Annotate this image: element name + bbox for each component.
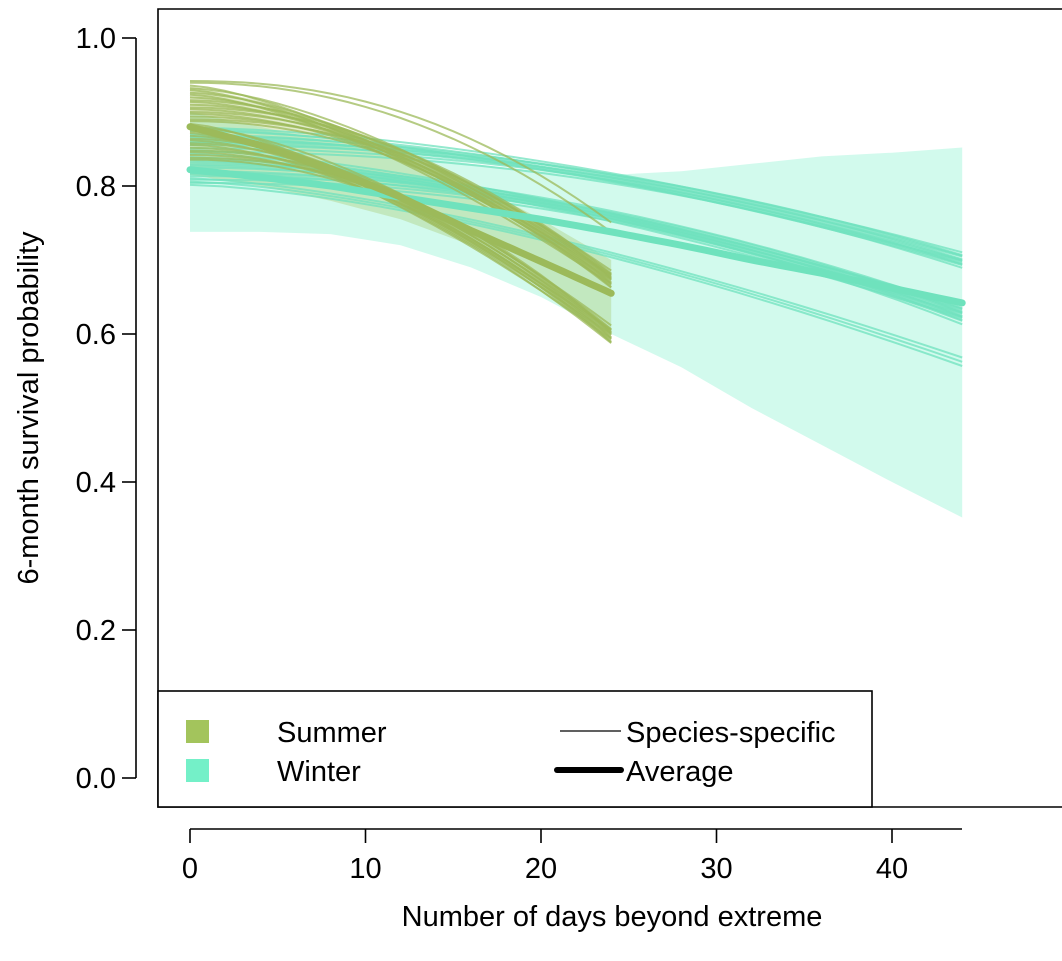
legend-swatch-summer bbox=[186, 720, 209, 743]
x-tick-label: 0 bbox=[182, 853, 198, 885]
y-axis-label: 6-month survival probability bbox=[13, 231, 45, 584]
y-tick-label: 1.0 bbox=[76, 23, 116, 55]
y-axis: 0.0 0.2 0.4 0.6 0.8 1.0 bbox=[76, 23, 137, 795]
y-tick-label: 0.6 bbox=[76, 319, 116, 351]
y-tick-label: 0.2 bbox=[76, 615, 116, 647]
winter-species-line bbox=[189, 136, 963, 266]
y-tick-label: 0.0 bbox=[76, 763, 116, 795]
legend-label-average: Average bbox=[626, 756, 734, 788]
winter-average-line bbox=[186, 166, 966, 307]
legend-label-summer: Summer bbox=[277, 717, 387, 749]
legend-swatch-winter bbox=[186, 759, 209, 782]
legend: Summer Winter Species-specific Average bbox=[157, 690, 873, 808]
summer-species-line bbox=[189, 93, 612, 286]
legend-label-winter: Winter bbox=[277, 756, 361, 788]
legend-label-species-specific: Species-specific bbox=[626, 717, 836, 749]
x-tick-label: 40 bbox=[876, 853, 908, 885]
y-tick-label: 0.4 bbox=[76, 467, 116, 499]
y-tick-label: 0.8 bbox=[76, 171, 116, 203]
winter-species-line bbox=[189, 126, 963, 254]
winter-species-line bbox=[189, 133, 963, 262]
summer-species-line bbox=[189, 143, 612, 344]
summer-species-line bbox=[189, 151, 612, 344]
summer-species-line bbox=[189, 112, 612, 289]
x-tick-label: 20 bbox=[525, 853, 557, 885]
summer-species-line bbox=[189, 108, 612, 284]
plot-area bbox=[186, 80, 966, 518]
legend-box bbox=[157, 690, 873, 808]
winter-species-line bbox=[189, 180, 963, 363]
x-tick-label: 30 bbox=[700, 853, 732, 885]
x-tick-label: 10 bbox=[349, 853, 381, 885]
average-lines bbox=[186, 123, 966, 307]
x-axis-label: Number of days beyond extreme bbox=[402, 901, 823, 933]
summer-average-line bbox=[186, 123, 615, 297]
summer-species-line bbox=[189, 80, 612, 224]
summer-species-line bbox=[189, 81, 612, 233]
winter-species-line bbox=[189, 177, 963, 359]
x-axis: 0 10 20 30 40 bbox=[182, 828, 962, 885]
